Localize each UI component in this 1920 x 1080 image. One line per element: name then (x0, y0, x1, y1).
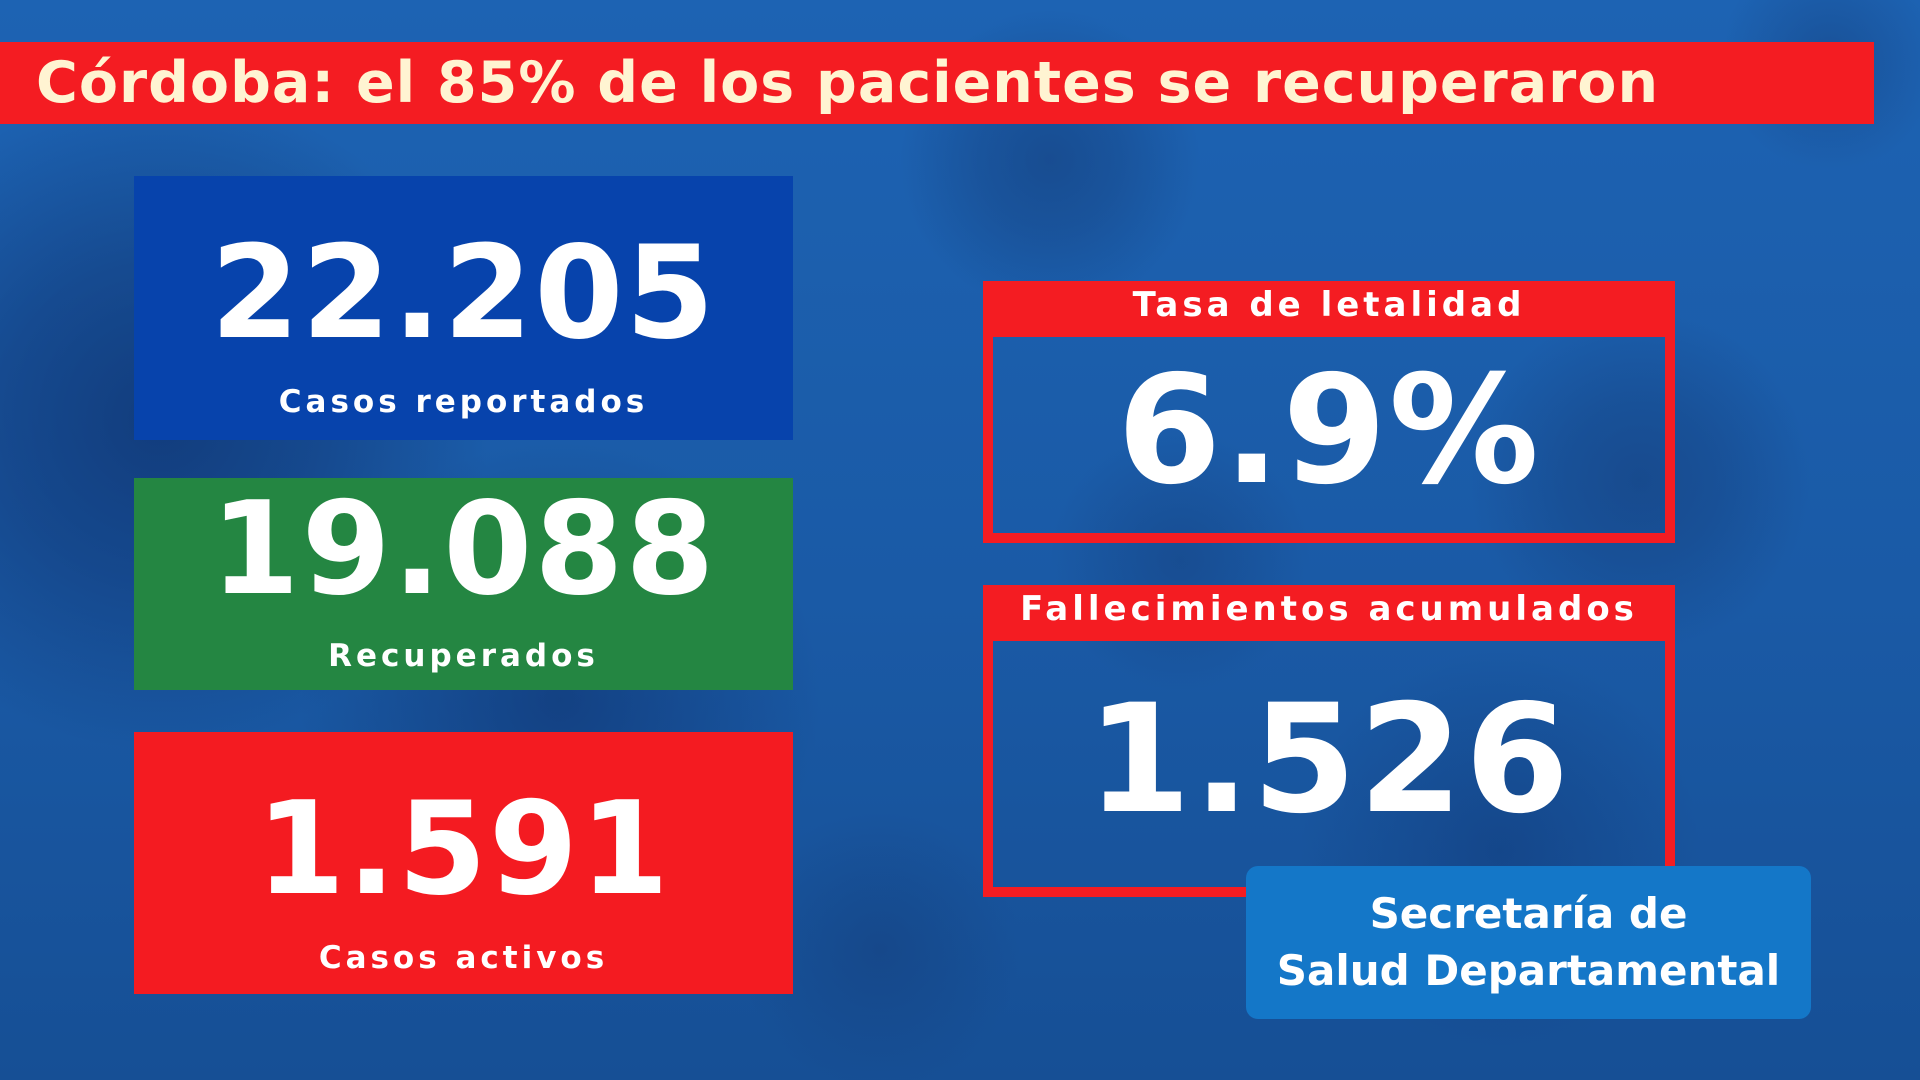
lethality-rate-value: 6.9% (983, 329, 1675, 543)
active-cases-label: Casos activos (318, 940, 609, 976)
cumulative-deaths-value: 1.526 (983, 633, 1675, 897)
source-line-2: Salud Departamental (1276, 945, 1781, 995)
reported-cases-card: 22.205 Casos reportados (134, 176, 793, 440)
active-cases-value: 1.591 (256, 775, 671, 924)
page-title: Córdoba: el 85% de los pacientes se recu… (36, 50, 1660, 116)
reported-cases-value: 22.205 (210, 219, 717, 368)
active-cases-card: 1.591 Casos activos (134, 732, 793, 994)
cumulative-deaths-panel: Fallecimientos acumulados 1.526 (983, 585, 1675, 897)
title-banner: Córdoba: el 85% de los pacientes se recu… (0, 42, 1874, 124)
lethality-rate-panel: Tasa de letalidad 6.9% (983, 281, 1675, 543)
recovered-value: 19.088 (210, 475, 717, 624)
lethality-rate-label: Tasa de letalidad (983, 281, 1675, 329)
recovered-card: 19.088 Recuperados (134, 478, 793, 690)
reported-cases-label: Casos reportados (278, 384, 649, 420)
recovered-label: Recuperados (328, 638, 599, 674)
source-credit: Secretaría de Salud Departamental (1246, 866, 1811, 1019)
cumulative-deaths-label: Fallecimientos acumulados (983, 585, 1675, 633)
source-line-1: Secretaría de (1369, 888, 1688, 938)
